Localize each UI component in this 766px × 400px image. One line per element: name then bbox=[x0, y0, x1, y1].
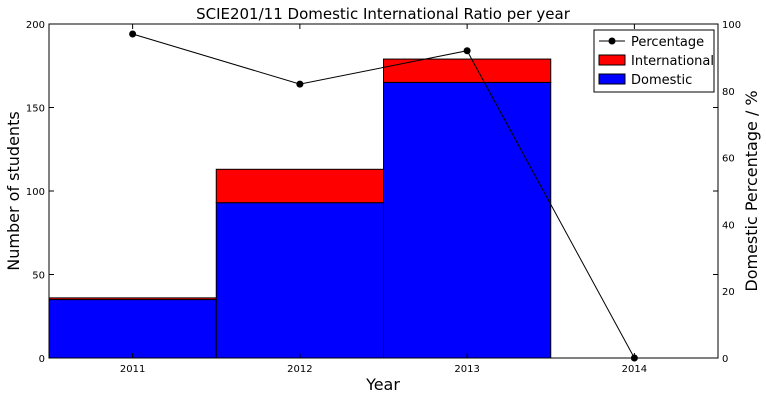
y-tick-label: 0 bbox=[39, 354, 45, 365]
y-tick-label: 150 bbox=[26, 104, 45, 115]
y2-tick-label: 80 bbox=[722, 87, 735, 98]
legend-line-dot bbox=[608, 37, 616, 45]
x-tick-label: 2013 bbox=[454, 364, 479, 375]
bar-international-2012 bbox=[215, 168, 384, 204]
y2-tick-label: 20 bbox=[722, 287, 735, 298]
x-tick-label: 2011 bbox=[120, 364, 145, 375]
plot-area: 0 50 100 150 200 0 20 40 60 80 100 2011 2012 2013 2014 bbox=[26, 20, 741, 375]
x-tick-label: 2014 bbox=[622, 364, 647, 375]
percentage-point-2013 bbox=[463, 47, 471, 55]
bar-domestic-2011 bbox=[48, 299, 217, 359]
legend-swatch-international bbox=[598, 54, 626, 66]
bar-international-2011 bbox=[48, 297, 217, 301]
y2-axis-title: Domestic Percentage / % bbox=[742, 90, 761, 291]
x-axis-title: Year bbox=[365, 375, 400, 394]
y2-tick-label: 100 bbox=[722, 20, 741, 31]
bar-international-2013 bbox=[383, 58, 552, 83]
y-axis-title: Number of students bbox=[4, 111, 23, 270]
legend-label-percentage: Percentage bbox=[631, 35, 704, 50]
legend-label-domestic: Domestic bbox=[631, 73, 692, 88]
percentage-point-2012 bbox=[296, 80, 304, 88]
y-tick-label: 50 bbox=[32, 271, 45, 282]
y-tick-label: 100 bbox=[26, 187, 45, 198]
chart-title: SCIE201/11 Domestic International Ratio … bbox=[196, 5, 571, 23]
percentage-point-2011 bbox=[129, 30, 137, 38]
y-tick-label: 200 bbox=[26, 20, 45, 31]
y2-tick-label: 60 bbox=[722, 154, 735, 165]
y2-tick-label: 0 bbox=[722, 354, 728, 365]
y2-tick-label: 40 bbox=[722, 220, 735, 231]
legend-label-international: International bbox=[631, 54, 714, 69]
legend: Percentage International Domestic bbox=[593, 29, 715, 93]
bar-domestic-2013 bbox=[383, 81, 552, 359]
percentage-line bbox=[132, 33, 635, 359]
x-tick-label: 2012 bbox=[287, 364, 312, 375]
bar-domestic-2012 bbox=[215, 202, 384, 359]
legend-swatch-domestic bbox=[598, 73, 626, 85]
